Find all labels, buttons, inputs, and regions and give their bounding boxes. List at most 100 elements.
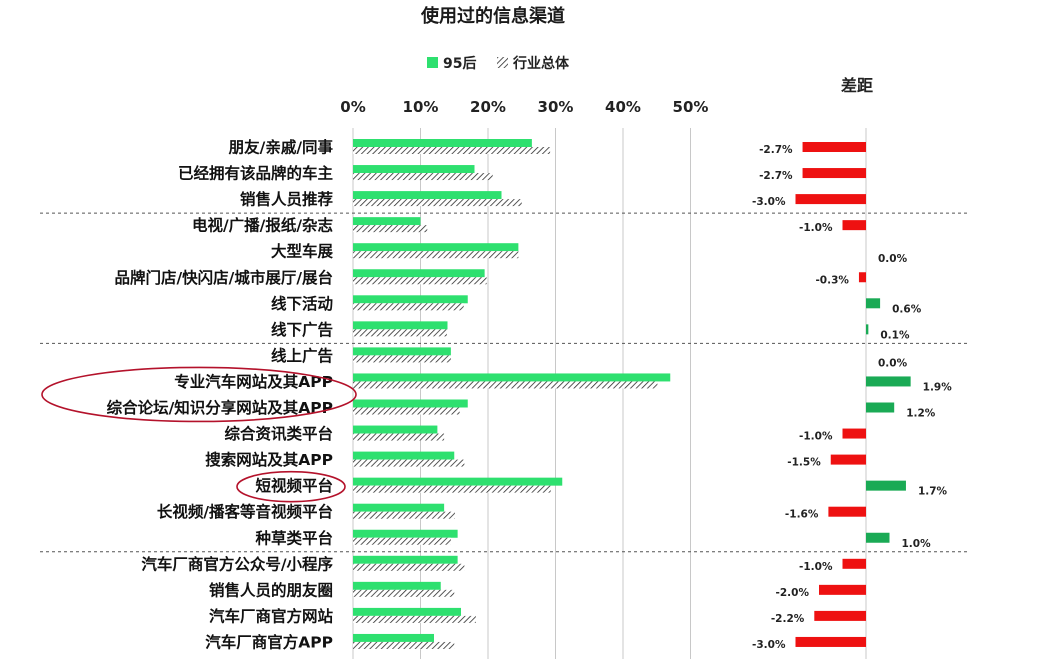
difference-bar-18 bbox=[814, 610, 866, 621]
difference-bar-10 bbox=[866, 402, 895, 413]
category-label-8: 线上广告 bbox=[271, 346, 333, 365]
difference-label-5: -0.3% bbox=[815, 274, 849, 286]
difference-label-7: 0.1% bbox=[880, 329, 910, 341]
category-label-1: 已经拥有该品牌的车主 bbox=[178, 164, 333, 183]
category-label-15: 种草类平台 bbox=[254, 528, 333, 547]
difference-bar-11 bbox=[842, 428, 866, 439]
difference-bar-2 bbox=[795, 194, 866, 205]
bar-95hou-9 bbox=[353, 373, 671, 382]
bar-95hou-17 bbox=[353, 581, 441, 590]
difference-label-18: -2.2% bbox=[771, 613, 805, 625]
difference-label-14: -1.6% bbox=[785, 509, 819, 521]
difference-bar-14 bbox=[828, 506, 866, 517]
legend-label-1: 行业总体 bbox=[512, 55, 570, 72]
difference-bar-12 bbox=[830, 454, 866, 465]
x-tick-2: 20% bbox=[470, 98, 506, 116]
x-tick-4: 40% bbox=[605, 98, 641, 116]
difference-bar-1 bbox=[802, 168, 866, 179]
difference-bar-16 bbox=[842, 558, 866, 569]
difference-bar-6 bbox=[866, 298, 881, 309]
difference-bars: -2.7% -2.7% -3.0% -1.0% 0.0% -0.3% 0.6% 0.1% 0.0… bbox=[752, 142, 952, 651]
category-label-17: 销售人员的朋友圈 bbox=[209, 580, 333, 599]
category-label-5: 品牌门店/快闪店/城市展厅/展台 bbox=[115, 268, 334, 287]
difference-bar-19 bbox=[795, 636, 866, 647]
category-label-11: 综合资讯类平台 bbox=[224, 424, 333, 443]
bar-95hou-15 bbox=[353, 529, 458, 538]
bar-95hou-7 bbox=[353, 321, 448, 330]
difference-label-9: 1.9% bbox=[923, 381, 953, 393]
difference-label-10: 1.2% bbox=[906, 408, 936, 420]
bar-95hou-19 bbox=[353, 633, 434, 642]
bar-industry-10 bbox=[353, 407, 460, 415]
category-label-14: 长视频/播客等音视频平台 bbox=[157, 502, 333, 521]
bar-95hou-10 bbox=[353, 399, 468, 408]
x-tick-1: 10% bbox=[403, 98, 439, 116]
highlight-ellipse-1 bbox=[236, 470, 346, 503]
x-tick-3: 30% bbox=[538, 98, 574, 116]
bar-95hou-14 bbox=[353, 503, 445, 512]
bar-industry-16 bbox=[353, 563, 465, 571]
difference-label-0: -2.7% bbox=[759, 144, 793, 156]
difference-label-6: 0.6% bbox=[892, 303, 922, 315]
bar-industry-6 bbox=[353, 303, 464, 311]
difference-title: 差距 bbox=[841, 76, 873, 95]
x-tick-labels: 0% 10% 20% 30% 40% 50% bbox=[340, 98, 708, 116]
bar-industry-12 bbox=[353, 459, 465, 467]
legend-label-0: 95后 bbox=[443, 55, 476, 72]
difference-bar-5 bbox=[858, 272, 866, 283]
bar-industry-7 bbox=[353, 329, 447, 337]
bar-industry-14 bbox=[353, 511, 455, 519]
bar-95hou-18 bbox=[353, 607, 461, 616]
difference-label-4: 0.0% bbox=[878, 253, 908, 265]
category-label-2: 销售人员推荐 bbox=[240, 190, 334, 209]
bar-95hou-1 bbox=[353, 165, 475, 174]
difference-label-17: -2.0% bbox=[776, 587, 810, 599]
bar-industry-5 bbox=[353, 277, 487, 285]
difference-bar-7 bbox=[866, 324, 869, 335]
chart-title: 使用过的信息渠道 bbox=[420, 5, 565, 27]
bar-95hou-12 bbox=[353, 451, 455, 460]
bar-95hou-13 bbox=[353, 477, 563, 486]
bar-industry-9 bbox=[353, 381, 658, 389]
category-label-12: 搜索网站及其APP bbox=[205, 450, 333, 469]
category-label-0: 朋友/亲戚/同事 bbox=[229, 138, 334, 157]
difference-label-19: -3.0% bbox=[752, 639, 786, 651]
difference-label-16: -1.0% bbox=[799, 561, 833, 573]
category-label-19: 汽车厂商官方APP bbox=[205, 632, 333, 651]
difference-label-2: -3.0% bbox=[752, 196, 786, 208]
difference-bar-17 bbox=[819, 584, 866, 595]
category-label-13: 短视频平台 bbox=[255, 476, 333, 495]
bar-95hou-11 bbox=[353, 425, 438, 434]
difference-label-11: -1.0% bbox=[799, 431, 833, 443]
grid bbox=[352, 128, 867, 659]
bar-95hou-2 bbox=[353, 191, 502, 200]
category-label-3: 电视/广播/报纸/杂志 bbox=[192, 216, 333, 235]
difference-label-15: 1.0% bbox=[902, 538, 932, 550]
bar-industry-4 bbox=[353, 251, 519, 259]
bar-industry-8 bbox=[353, 355, 451, 363]
difference-bar-13 bbox=[866, 480, 906, 491]
bars bbox=[353, 139, 671, 649]
difference-label-1: -2.7% bbox=[759, 170, 793, 182]
difference-bar-15 bbox=[866, 532, 890, 543]
difference-bar-0 bbox=[802, 142, 866, 152]
legend-swatch-0 bbox=[427, 57, 438, 68]
x-tick-0: 0% bbox=[340, 98, 365, 116]
difference-bar-3 bbox=[842, 220, 866, 231]
bar-95hou-6 bbox=[353, 295, 468, 304]
category-labels: 朋友/亲戚/同事已经拥有该品牌的车主销售人员推荐电视/广播/报纸/杂志大型车展品… bbox=[107, 138, 334, 652]
bar-industry-13 bbox=[353, 485, 551, 493]
legend-swatch-1 bbox=[497, 57, 508, 68]
bar-95hou-8 bbox=[353, 347, 451, 356]
x-tick-5: 50% bbox=[673, 98, 709, 116]
bar-industry-19 bbox=[353, 641, 455, 649]
difference-label-12: -1.5% bbox=[787, 457, 821, 469]
bar-95hou-0 bbox=[353, 139, 532, 147]
bar-industry-0 bbox=[353, 147, 551, 154]
bar-industry-2 bbox=[353, 199, 522, 207]
bar-industry-1 bbox=[353, 173, 493, 181]
legend: 95后 行业总体 bbox=[427, 55, 570, 72]
group-dividers bbox=[40, 212, 970, 553]
bar-industry-15 bbox=[353, 537, 451, 545]
